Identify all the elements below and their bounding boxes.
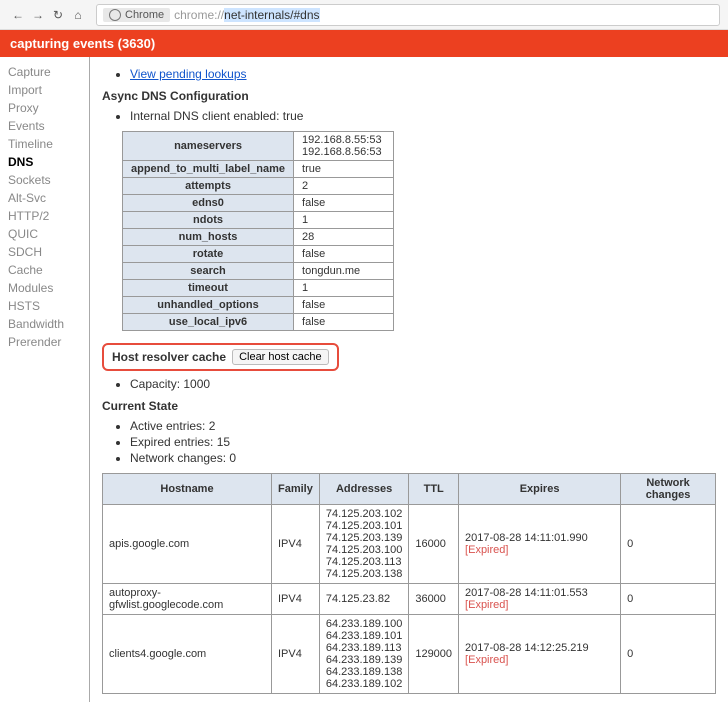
sidebar-item-cache[interactable]: Cache <box>8 261 81 279</box>
config-value: 1 <box>294 212 394 229</box>
state-bullet: Active entries: 2 <box>130 419 716 433</box>
sidebar-item-prerender[interactable]: Prerender <box>8 333 81 351</box>
addresses-cell: 74.125.23.82 <box>319 584 408 615</box>
async-dns-heading: Async DNS Configuration <box>102 89 716 103</box>
changes-cell: 0 <box>621 584 716 615</box>
host-resolver-box: Host resolver cache Clear host cache <box>102 343 339 371</box>
config-value: false <box>294 195 394 212</box>
sidebar-item-proxy[interactable]: Proxy <box>8 99 81 117</box>
internal-client-text: Internal DNS client enabled: true <box>130 109 716 123</box>
chrome-chip-label: Chrome <box>125 9 164 21</box>
config-key: use_local_ipv6 <box>123 314 294 331</box>
config-key: rotate <box>123 246 294 263</box>
sidebar-item-sdch[interactable]: SDCH <box>8 243 81 261</box>
chrome-chip: Chrome <box>103 8 170 22</box>
config-key: edns0 <box>123 195 294 212</box>
browser-toolbar: ← → ↻ ⌂ Chrome chrome://net-internals/#d… <box>0 0 728 30</box>
state-header: Addresses <box>319 474 408 505</box>
config-value: false <box>294 246 394 263</box>
hostname-cell: apis.google.com <box>103 505 272 584</box>
config-value: false <box>294 314 394 331</box>
changes-cell: 0 <box>621 505 716 584</box>
sidebar-item-timeline[interactable]: Timeline <box>8 135 81 153</box>
table-row: apis.google.comIPV474.125.203.102 74.125… <box>103 505 716 584</box>
url-text: chrome://net-internals/#dns <box>174 8 319 22</box>
changes-cell: 0 <box>621 615 716 694</box>
state-header: TTL <box>409 474 459 505</box>
table-row: clients4.google.comIPV464.233.189.100 64… <box>103 615 716 694</box>
sidebar-item-modules[interactable]: Modules <box>8 279 81 297</box>
hostname-cell: autoproxy-gfwlist.googlecode.com <box>103 584 272 615</box>
content: View pending lookups Async DNS Configura… <box>90 57 728 702</box>
sidebar-item-bandwidth[interactable]: Bandwidth <box>8 315 81 333</box>
state-header: Hostname <box>103 474 272 505</box>
host-resolver-label: Host resolver cache <box>112 350 226 364</box>
sidebar-item-import[interactable]: Import <box>8 81 81 99</box>
reload-button[interactable]: ↻ <box>48 5 68 25</box>
state-bullet: Expired entries: 15 <box>130 435 716 449</box>
sidebar-item-capture[interactable]: Capture <box>8 63 81 81</box>
family-cell: IPV4 <box>272 505 320 584</box>
view-pending-link[interactable]: View pending lookups <box>130 67 247 81</box>
config-key: ndots <box>123 212 294 229</box>
expires-cell: 2017-08-28 14:11:01.990 [Expired] <box>459 505 621 584</box>
state-header: Network changes <box>621 474 716 505</box>
config-key: unhandled_options <box>123 297 294 314</box>
ttl-cell: 36000 <box>409 584 459 615</box>
sidebar-item-sockets[interactable]: Sockets <box>8 171 81 189</box>
config-value: 1 <box>294 280 394 297</box>
family-cell: IPV4 <box>272 584 320 615</box>
back-button[interactable]: ← <box>8 5 28 25</box>
sidebar-item-events[interactable]: Events <box>8 117 81 135</box>
url-bar[interactable]: Chrome chrome://net-internals/#dns <box>96 4 720 26</box>
capacity-text: Capacity: 1000 <box>130 377 716 391</box>
sidebar-item-hsts[interactable]: HSTS <box>8 297 81 315</box>
config-key: timeout <box>123 280 294 297</box>
sidebar-item-altsvc[interactable]: Alt-Svc <box>8 189 81 207</box>
sidebar-item-http2[interactable]: HTTP/2 <box>8 207 81 225</box>
expires-cell: 2017-08-28 14:11:01.553 [Expired] <box>459 584 621 615</box>
family-cell: IPV4 <box>272 615 320 694</box>
config-key: append_to_multi_label_name <box>123 161 294 178</box>
clear-host-cache-button[interactable]: Clear host cache <box>232 349 329 365</box>
addresses-cell: 74.125.203.102 74.125.203.101 74.125.203… <box>319 505 408 584</box>
ttl-cell: 129000 <box>409 615 459 694</box>
config-table: nameservers192.168.8.55:53 192.168.8.56:… <box>122 131 394 331</box>
current-state-heading: Current State <box>102 399 716 413</box>
forward-button[interactable]: → <box>28 5 48 25</box>
expires-cell: 2017-08-28 14:12:25.219 [Expired] <box>459 615 621 694</box>
config-value: 2 <box>294 178 394 195</box>
config-key: attempts <box>123 178 294 195</box>
ttl-cell: 16000 <box>409 505 459 584</box>
config-value: false <box>294 297 394 314</box>
config-key: search <box>123 263 294 280</box>
table-row: autoproxy-gfwlist.googlecode.comIPV474.1… <box>103 584 716 615</box>
config-key: nameservers <box>123 132 294 161</box>
config-value: 192.168.8.55:53 192.168.8.56:53 <box>294 132 394 161</box>
state-bullet: Network changes: 0 <box>130 451 716 465</box>
sidebar-item-quic[interactable]: QUIC <box>8 225 81 243</box>
globe-icon <box>109 9 121 21</box>
sidebar-item-dns[interactable]: DNS <box>8 153 81 171</box>
capturing-header: capturing events (3630) <box>0 30 728 57</box>
state-table: HostnameFamilyAddressesTTLExpiresNetwork… <box>102 473 716 694</box>
state-header: Expires <box>459 474 621 505</box>
addresses-cell: 64.233.189.100 64.233.189.101 64.233.189… <box>319 615 408 694</box>
config-value: tongdun.me <box>294 263 394 280</box>
home-button[interactable]: ⌂ <box>68 5 88 25</box>
state-header: Family <box>272 474 320 505</box>
sidebar: CaptureImportProxyEventsTimelineDNSSocke… <box>0 57 90 702</box>
config-value: 28 <box>294 229 394 246</box>
hostname-cell: clients4.google.com <box>103 615 272 694</box>
config-key: num_hosts <box>123 229 294 246</box>
config-value: true <box>294 161 394 178</box>
